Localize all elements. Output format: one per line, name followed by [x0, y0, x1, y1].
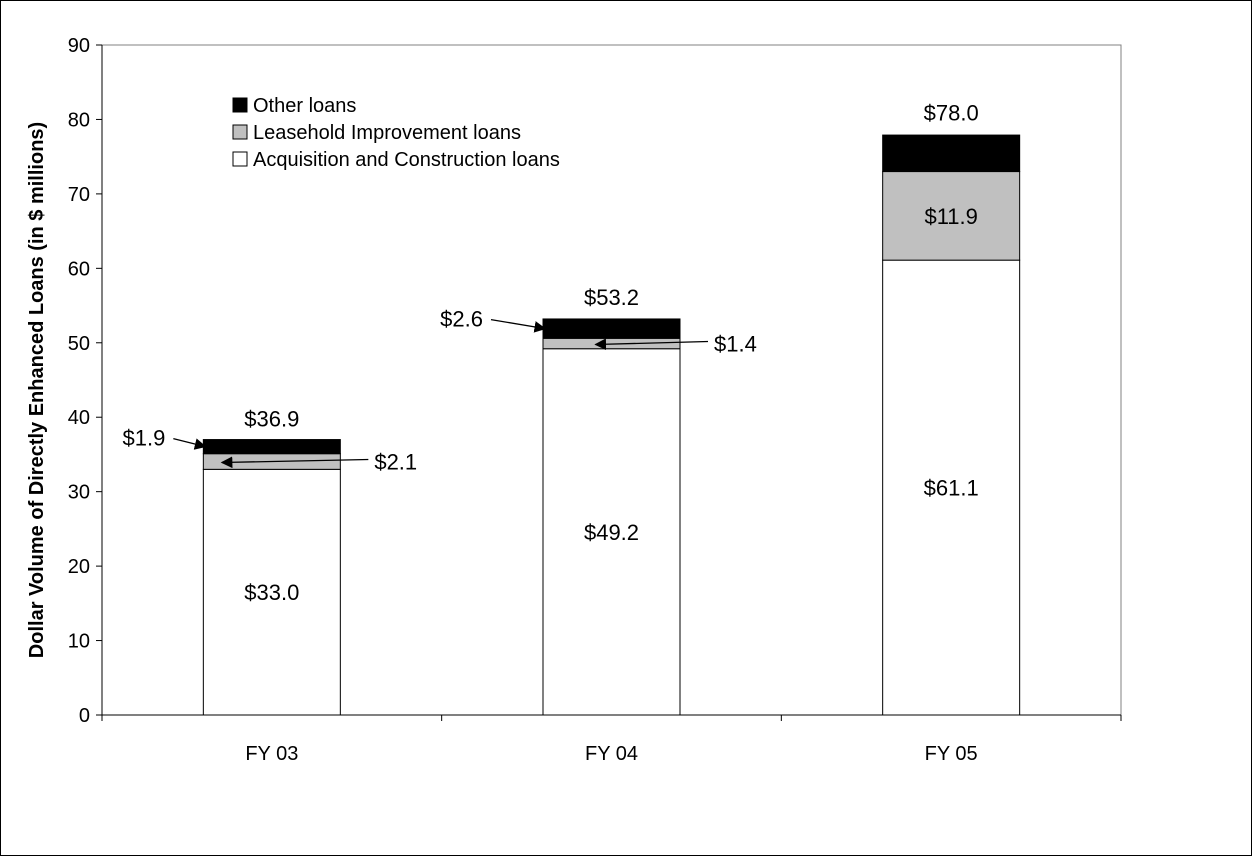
other-label: $1.9: [123, 426, 166, 451]
y-tick-label: 50: [68, 333, 90, 355]
other-label: $2.6: [440, 307, 483, 332]
bar-segment: [882, 259, 1021, 716]
bar-segment: [882, 134, 1021, 173]
legend-label: Leasehold Improvement loans: [253, 122, 521, 144]
y-tick-label: 70: [68, 184, 90, 206]
legend-swatch: [232, 97, 248, 113]
total-label: $53.2: [584, 285, 639, 310]
y-tick-label: 90: [68, 35, 90, 57]
y-tick-label: 80: [68, 109, 90, 131]
legend-swatch: [232, 124, 248, 140]
leasehold-label: $1.4: [714, 332, 757, 357]
y-axis-label: Dollar Volume of Directly Enhanced Loans…: [26, 122, 48, 658]
other-label: $4.9: [930, 141, 973, 166]
label-arrow: [173, 437, 207, 450]
y-tick-label: 20: [68, 556, 90, 578]
leasehold-label: $2.1: [374, 450, 417, 475]
acquisition-label: $49.2: [584, 520, 639, 545]
y-tick-label: 60: [68, 258, 90, 280]
bar-segment: [542, 318, 681, 339]
x-tick-label: FY 03: [245, 743, 298, 765]
x-tick-label: FY 05: [925, 743, 978, 765]
bar-segment: [202, 439, 341, 455]
y-tick-label: 0: [79, 705, 90, 727]
label-arrow: [220, 456, 369, 469]
y-tick-label: 40: [68, 407, 90, 429]
label-arrow: [490, 318, 547, 333]
y-tick-label: 10: [68, 631, 90, 653]
acquisition-label: $33.0: [244, 580, 299, 605]
bars: [202, 134, 1021, 716]
bar-segment: [542, 348, 681, 716]
label-arrow: [594, 338, 709, 351]
leasehold-label: $11.9: [924, 204, 977, 229]
data-labels: $36.9 $33.0 $1.9 $2.1 $53.2 $49.2 $2.6 $1.4 $78.…: [123, 100, 979, 605]
acquisition-label: $61.1: [924, 476, 979, 501]
y-tick-label: 30: [68, 482, 90, 504]
total-label: $78.0: [924, 100, 979, 125]
legend-label: Other loans: [253, 95, 356, 117]
total-label: $36.9: [244, 406, 299, 431]
legend-swatch: [232, 151, 248, 167]
legend-label: Acquisition and Construction loans: [253, 149, 560, 171]
bar-segment: [202, 468, 341, 716]
bar-segment: [882, 171, 1021, 261]
x-tick-label: FY 04: [585, 743, 638, 765]
legend: Other loans Leasehold Improvement loans Ac…: [232, 95, 560, 171]
